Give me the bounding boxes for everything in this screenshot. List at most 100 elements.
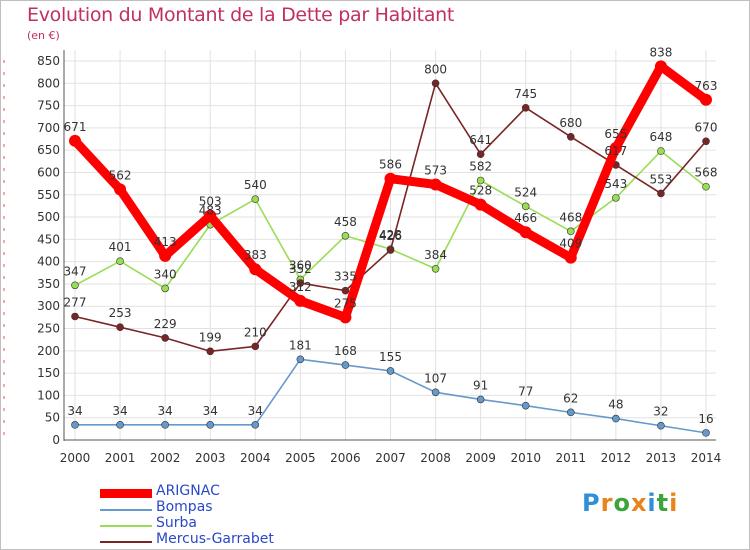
data-label: 383 xyxy=(244,248,267,262)
logo-letter: i xyxy=(647,489,657,517)
logo-letter: r xyxy=(600,489,614,517)
data-label: 32 xyxy=(653,405,668,419)
data-point xyxy=(476,395,485,404)
x-tick-label: 2002 xyxy=(150,451,181,465)
y-tick-label: 150 xyxy=(37,366,60,380)
data-point xyxy=(341,286,350,295)
y-tick-label: 50 xyxy=(45,411,60,425)
x-tick-label: 2003 xyxy=(195,451,226,465)
data-label: 503 xyxy=(199,195,222,209)
data-label: 838 xyxy=(649,45,672,59)
legend-label: ARIGNAC xyxy=(156,483,220,499)
data-label: 670 xyxy=(695,120,718,134)
data-point xyxy=(521,104,530,112)
data-point xyxy=(431,79,440,88)
data-point xyxy=(116,323,124,331)
data-point xyxy=(114,183,127,196)
data-point xyxy=(206,421,215,429)
legend-swatch xyxy=(100,541,152,543)
data-label: 562 xyxy=(109,168,132,182)
y-tick-label: 550 xyxy=(37,188,60,202)
y-tick-label: 450 xyxy=(37,232,60,246)
data-label: 181 xyxy=(289,338,312,352)
logo-letter: x xyxy=(630,489,648,517)
x-tick-label: 2005 xyxy=(285,451,316,465)
data-point xyxy=(702,182,710,191)
data-point xyxy=(702,137,710,146)
data-point xyxy=(339,311,352,324)
data-label: 586 xyxy=(379,158,402,172)
data-point xyxy=(296,355,305,364)
data-label: 458 xyxy=(334,215,357,229)
data-point xyxy=(702,429,710,437)
data-point xyxy=(71,421,79,429)
data-label: 155 xyxy=(379,350,402,364)
data-point xyxy=(612,194,620,202)
data-point xyxy=(657,189,665,198)
data-label: 413 xyxy=(154,235,177,249)
data-label: 426 xyxy=(379,229,402,243)
data-point xyxy=(161,284,169,293)
data-point xyxy=(341,361,350,369)
data-label: 468 xyxy=(559,210,582,224)
data-point xyxy=(519,226,532,239)
data-label: 62 xyxy=(563,391,578,405)
y-tick-label: 600 xyxy=(37,165,60,179)
data-label: 648 xyxy=(649,130,672,144)
data-label: 483 xyxy=(199,204,222,218)
data-label: 210 xyxy=(244,325,267,339)
data-point xyxy=(116,257,124,266)
data-point xyxy=(386,246,395,254)
chart-title: Evolution du Montant de la Dette par Hab… xyxy=(27,4,455,26)
data-point xyxy=(521,202,530,211)
legend-label: Surba xyxy=(156,515,197,531)
data-label: 335 xyxy=(334,270,357,284)
data-point xyxy=(249,263,262,276)
y-tick-label: 700 xyxy=(37,121,60,135)
data-point xyxy=(341,231,350,240)
y-tick-label: 800 xyxy=(37,76,60,90)
logo-letter: t xyxy=(656,489,670,517)
data-label: 107 xyxy=(424,371,447,385)
x-tick-label: 2014 xyxy=(691,451,722,465)
data-label: 16 xyxy=(698,412,713,426)
data-label: 409 xyxy=(559,237,582,251)
data-point xyxy=(657,147,665,155)
data-point xyxy=(654,60,667,73)
data-point xyxy=(431,388,440,397)
y-tick-label: 0 xyxy=(52,433,60,447)
legend-label: Bompas xyxy=(156,499,213,515)
data-label: 34 xyxy=(158,404,173,418)
data-point xyxy=(161,421,169,429)
legend-swatch xyxy=(100,509,152,511)
data-label: 253 xyxy=(109,306,132,320)
y-tick-label: 200 xyxy=(37,344,60,358)
data-point xyxy=(294,294,307,307)
data-label: 352 xyxy=(289,262,312,276)
x-tick-label: 2011 xyxy=(556,451,587,465)
legend-swatch xyxy=(100,525,152,527)
data-label: 680 xyxy=(559,116,582,130)
data-label: 671 xyxy=(64,120,87,134)
x-tick-label: 2000 xyxy=(60,451,91,465)
data-label: 340 xyxy=(154,267,177,281)
x-tick-label: 2006 xyxy=(330,451,361,465)
y-tick-label: 650 xyxy=(37,143,60,157)
x-tick-label: 2004 xyxy=(240,451,271,465)
data-point xyxy=(116,421,124,429)
data-point xyxy=(521,401,530,410)
data-point xyxy=(612,414,620,423)
data-label: 641 xyxy=(469,133,492,147)
x-tick-label: 2012 xyxy=(601,451,632,465)
legend-swatch xyxy=(100,489,152,498)
data-point xyxy=(564,251,577,264)
data-point xyxy=(384,172,397,185)
data-label: 540 xyxy=(244,178,267,192)
y-tick-label: 850 xyxy=(37,54,60,68)
y-tick-label: 750 xyxy=(37,99,60,113)
data-label: 34 xyxy=(112,404,127,418)
data-label: 277 xyxy=(64,295,87,309)
logo-letter: o xyxy=(613,489,631,517)
data-label: 401 xyxy=(109,240,132,254)
data-label: 466 xyxy=(514,211,537,225)
